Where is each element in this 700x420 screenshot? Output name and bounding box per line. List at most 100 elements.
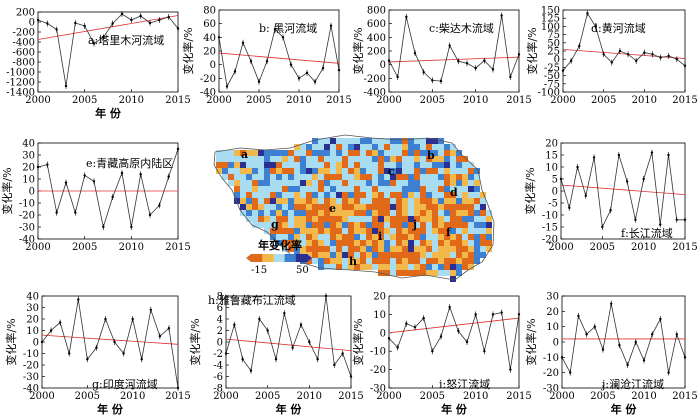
map-cell: [270, 180, 276, 186]
map-cell: [330, 198, 336, 204]
y-tick-label: -8: [213, 384, 223, 395]
map-cell: [354, 252, 360, 258]
data-point: [465, 340, 469, 344]
map-cell: [324, 216, 330, 222]
map-cell: [438, 144, 444, 150]
map-cell: [276, 222, 282, 228]
y-tick-label: 2: [217, 326, 223, 337]
map-cell: [390, 186, 396, 192]
map-cell: [414, 186, 420, 192]
map-cell: [306, 210, 312, 216]
data-point: [241, 41, 245, 44]
map-cell: [354, 162, 360, 168]
map-cell: [450, 234, 456, 240]
data-point: [305, 71, 309, 75]
y-tick-label: -20: [543, 368, 559, 379]
map-cell: [390, 168, 396, 174]
x-axis-title: 年 份: [611, 402, 638, 416]
x-tick-label: 2005: [255, 391, 280, 402]
map-cell: [336, 150, 342, 156]
map-cell: [366, 180, 372, 186]
data-point: [667, 54, 670, 58]
plot-frame: [561, 295, 686, 389]
map-cell: [342, 168, 348, 174]
map-cell: [318, 204, 324, 210]
map-cell: [444, 150, 450, 156]
y-axis-title: 变化率/%: [0, 167, 14, 214]
map-cell: [450, 252, 456, 258]
map-cell: [402, 246, 408, 252]
map-region-letter: f: [446, 226, 452, 239]
map-cell: [456, 174, 462, 180]
map-cell: [456, 186, 462, 192]
map-cell: [318, 222, 324, 228]
map-cell: [438, 216, 444, 222]
y-tick-label: 20: [22, 163, 35, 174]
map-cell: [342, 186, 348, 192]
map-cell: [420, 186, 426, 192]
panel-label: d:黄河流域: [591, 21, 646, 35]
map-cell: [372, 192, 378, 198]
trend-line: [218, 52, 340, 64]
map-cell: [234, 192, 240, 198]
map-cell: [408, 264, 414, 270]
map-cell: [324, 162, 330, 168]
map-cell: [240, 210, 246, 216]
data-point: [667, 153, 670, 157]
map-cell: [318, 192, 324, 198]
map-cell: [294, 180, 300, 186]
map-cell: [450, 186, 456, 192]
x-tick-label: 2010: [631, 391, 656, 402]
map-cell: [420, 234, 426, 240]
map-cell: [414, 246, 420, 252]
map-cell: [444, 168, 450, 174]
map-cell: [288, 246, 294, 252]
map-cell: [444, 144, 450, 150]
map-cell: [426, 180, 432, 186]
map-cell: [402, 192, 408, 198]
y-tick-label: -200: [364, 74, 386, 85]
map-cell: [462, 198, 468, 204]
map-cell: [378, 192, 384, 198]
map-cell: [414, 222, 420, 228]
map-cell: [246, 210, 252, 216]
x-tick-label: 2005: [590, 242, 615, 253]
map-cell: [276, 156, 282, 162]
map-cell: [240, 186, 246, 192]
map-cell: [372, 234, 378, 240]
map-cell: [288, 198, 294, 204]
map-cell: [414, 210, 420, 216]
map-cell: [312, 174, 318, 180]
map-cell: [414, 252, 420, 258]
map-cell: [282, 186, 288, 192]
map-cell: [438, 204, 444, 210]
map-cell: [450, 180, 456, 186]
data-point: [491, 313, 495, 316]
x-tick-label: 2005: [590, 391, 615, 402]
map-cell: [336, 186, 342, 192]
map-cell: [306, 192, 312, 198]
map-cell: [348, 162, 354, 168]
map-cell: [402, 228, 408, 234]
map-cell: [228, 162, 234, 168]
map-cell: [294, 168, 300, 174]
map-cell: [318, 234, 324, 240]
map-cell: [246, 192, 252, 198]
map-cell: [270, 186, 276, 192]
map-cell: [450, 228, 456, 234]
map-cell: [432, 210, 438, 216]
map-cell: [408, 240, 414, 246]
map-cell: [450, 144, 456, 150]
map-cell: [432, 138, 438, 144]
map-cell: [324, 228, 330, 234]
map-cell: [366, 258, 372, 264]
map-cell: [324, 258, 330, 264]
data-point: [617, 153, 621, 157]
map-cell: [348, 198, 354, 204]
data-point: [224, 352, 228, 355]
data-point: [569, 59, 573, 63]
map-cell: [336, 174, 342, 180]
map-cell: [294, 144, 300, 150]
map-cell: [318, 246, 324, 252]
legend-arrow-right: [307, 254, 312, 262]
